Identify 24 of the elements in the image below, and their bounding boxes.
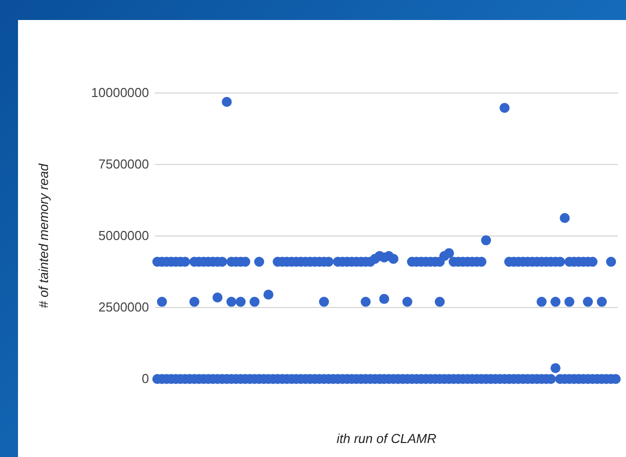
point xyxy=(360,296,371,307)
point xyxy=(402,296,412,307)
point xyxy=(189,296,200,307)
point xyxy=(226,296,236,307)
point xyxy=(550,296,560,307)
point xyxy=(379,294,390,304)
point xyxy=(263,290,274,300)
point xyxy=(156,296,167,307)
point xyxy=(250,296,260,307)
point xyxy=(434,296,445,307)
point xyxy=(596,296,607,307)
point xyxy=(536,296,547,307)
y-axis-title: # of tainted memory read xyxy=(36,162,51,308)
y-tick-label: 2500000 xyxy=(98,300,149,315)
point xyxy=(582,296,593,307)
y-tick-label: 7500000 xyxy=(98,156,149,172)
y-tick-label: 10000000 xyxy=(91,85,149,100)
y-tick-label: 5000000 xyxy=(98,228,149,244)
x-axis-title: ith run of CLAMR xyxy=(336,431,436,446)
point xyxy=(564,296,574,307)
point xyxy=(236,296,246,307)
y-tick-label: 0 xyxy=(142,371,149,386)
point xyxy=(318,296,329,307)
point xyxy=(212,292,223,302)
